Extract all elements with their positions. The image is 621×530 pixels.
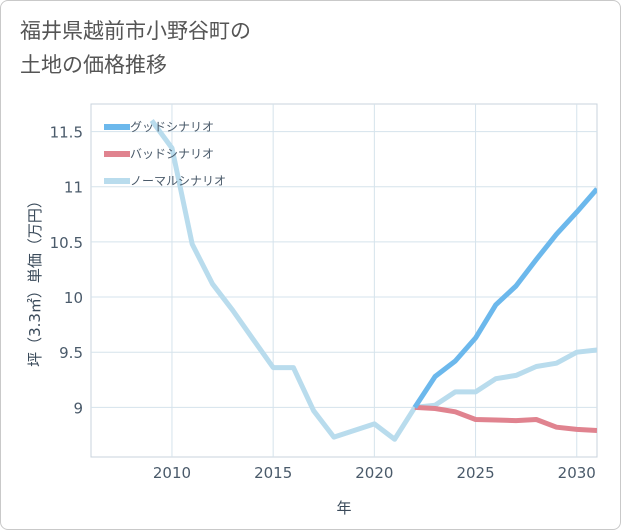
x-tick-label: 2020 — [355, 464, 393, 482]
legend-label: バッドシナリオ — [130, 147, 214, 161]
series-line-1 — [412, 187, 597, 409]
chart-title-line-1: 福井県越前市小野谷町の — [20, 19, 251, 43]
x-tick-label: 2015 — [254, 464, 292, 482]
series-line-2 — [414, 404, 597, 433]
x-tick-label: 2010 — [153, 464, 191, 482]
y-tick-label: 9 — [73, 399, 83, 417]
y-tick-label: 11 — [64, 179, 83, 197]
series-line-3 — [149, 119, 597, 442]
series-group — [149, 119, 597, 442]
chart-title: 福井県越前市小野谷町の 土地の価格推移 — [20, 14, 251, 82]
x-axis-label: 年 — [336, 499, 351, 517]
x-tick-label: 2025 — [456, 464, 494, 482]
y-tick-label: 10 — [64, 289, 83, 307]
y-tick-label: 10.5 — [50, 234, 83, 252]
chart-title-line-2: 土地の価格推移 — [20, 53, 167, 77]
y-tick-label: 9.5 — [59, 344, 83, 362]
x-tick-label: 2030 — [558, 464, 596, 482]
y-axis-label: 坪（3.3㎡）単価（万円） — [26, 193, 44, 367]
y-tick-label: 11.5 — [50, 124, 83, 142]
grid — [91, 104, 597, 457]
tick-labels: 9 9.5 10 10.5 11 11.5 2010 2015 2020 2025 2030 — [50, 124, 596, 482]
legend-label: ノーマルシナリオ — [130, 174, 226, 188]
legend-label: グッドシナリオ — [130, 120, 214, 134]
